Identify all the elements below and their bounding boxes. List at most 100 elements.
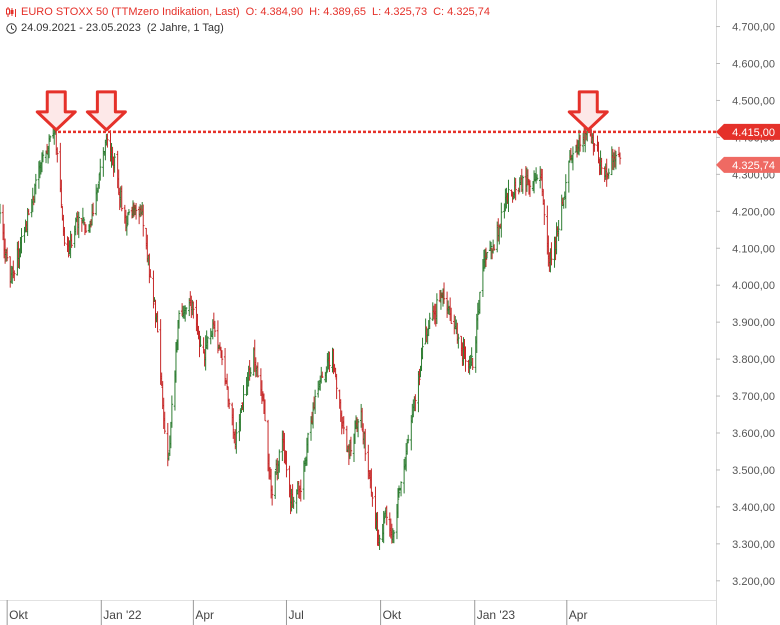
ohlc-bar: [84, 224, 88, 234]
y-tick-label: 3.300,00: [732, 539, 775, 551]
ohlc-bar: [349, 436, 353, 457]
ohlc-bar: [27, 208, 30, 216]
last-price-label: 4.325,74: [716, 156, 780, 173]
last-price-label-bg: [716, 156, 780, 173]
ohlc-bar: [435, 293, 439, 324]
ohlc-bar: [99, 158, 102, 181]
ohlc-bar: [192, 301, 195, 319]
ohlc-bar: [256, 362, 260, 378]
clock-icon: [6, 22, 17, 34]
ohlc-bar: [514, 178, 517, 201]
ohlc-bar: [77, 211, 80, 239]
ohlc-bar: [442, 282, 446, 304]
high-value: H: 4.389,65: [309, 6, 367, 18]
ohlc-bar: [428, 312, 431, 330]
ohlc-bar: [464, 346, 467, 372]
low-value: L: 4.325,73: [372, 6, 428, 18]
ohlc-bar: [597, 141, 600, 164]
ohlc-bar: [223, 348, 227, 386]
ohlc-bar: [321, 371, 324, 378]
instrument-name: EURO STOXX 50 (TTMzero Indikation, Last): [21, 6, 240, 18]
ohlc-bar: [489, 241, 493, 260]
x-tick-label: Jan '22: [103, 608, 142, 622]
ohlc-bar: [311, 402, 315, 429]
ohlc-bar: [313, 389, 317, 415]
y-tick-label: 4.000,00: [732, 280, 775, 292]
ohlc-bar: [371, 491, 374, 507]
ohlc-bar: [397, 485, 401, 498]
ohlc-bar: [607, 168, 610, 179]
ohlc-bar: [484, 247, 488, 267]
ohlc-bar: [593, 143, 596, 152]
instrument-header: EURO STOXX 50 (TTMzero Indikation, Last)…: [6, 6, 490, 18]
ohlc-bar: [63, 226, 66, 246]
ohlc-bar: [421, 337, 424, 360]
ohlc-bar: [82, 217, 86, 226]
y-tick-label: 4.200,00: [732, 206, 775, 218]
ohlc-bar: [152, 270, 155, 309]
ohlc-bar: [342, 416, 345, 435]
period-label: (2 Jahre, 1 Tag): [146, 22, 224, 34]
ohlc-bar: [562, 197, 565, 209]
ohlc-bar: [0, 203, 2, 224]
ohlc-bar: [507, 179, 510, 213]
ohlc-bar: [142, 204, 145, 237]
down-arrow-icon: [567, 90, 609, 132]
y-tick-label: 4.100,00: [732, 243, 775, 255]
ohlc-bar: [48, 135, 52, 142]
ohlc-bar: [567, 160, 571, 193]
ohlc-bar: [206, 336, 209, 350]
resistance-price-label-bg: [716, 123, 780, 140]
ohlc-bar: [60, 179, 63, 209]
down-arrow-icon: [35, 90, 77, 132]
ohlc-bar: [235, 422, 238, 454]
ohlc-bar: [332, 348, 335, 375]
ohlc-bar: [392, 530, 396, 544]
chart-overlays: 4.415,00 4.325,74: [35, 90, 780, 173]
ohlc-bar: [578, 134, 582, 152]
ohlc-bar: [618, 152, 622, 165]
ohlc-bar: [500, 202, 503, 238]
ohlc-bar: [396, 488, 400, 519]
ohlc-bar: [5, 247, 9, 262]
ohlc-bar: [91, 202, 95, 217]
ohlc-bar: [70, 233, 73, 248]
y-tick-label: 3.800,00: [732, 354, 775, 366]
last-price-label-text: 4.325,74: [732, 160, 775, 172]
ohlc-bar: [528, 180, 532, 197]
x-tick-label: Okt: [383, 608, 402, 622]
ohlc-bar: [478, 291, 482, 314]
ohlc-bar: [470, 347, 473, 367]
ohlc-bar: [242, 385, 245, 413]
resistance-price-label: 4.415,00: [716, 123, 780, 140]
ohlc-bar: [503, 203, 506, 219]
ohlc-bar: [113, 153, 116, 173]
ohlc-bar: [378, 534, 381, 550]
ohlc-bar: [249, 367, 252, 377]
ohlc-bar: [535, 174, 539, 181]
ohlc-bar: [134, 202, 138, 220]
ohlc-bar: [325, 366, 328, 383]
x-tick-label: Apr: [195, 608, 214, 622]
ohlc-bar: [407, 434, 410, 444]
ohlc-bar: [543, 199, 546, 225]
y-tick-label: 3.600,00: [732, 428, 775, 440]
y-tick-label: 3.900,00: [732, 317, 775, 329]
down-arrow-icon: [85, 90, 127, 132]
ohlc-bar: [13, 270, 16, 282]
ohlc-bar: [306, 432, 310, 453]
ohlc-bar: [335, 373, 338, 400]
ohlc-bar: [125, 215, 129, 236]
close-value: C: 4.325,74: [433, 6, 490, 18]
ohlc-bar: [263, 399, 267, 422]
ohlc-bar: [213, 320, 217, 337]
y-tick-label: 4.500,00: [732, 95, 775, 107]
ohlc-bar: [485, 252, 489, 259]
open-value: O: 4.384,90: [245, 6, 304, 18]
ohlc-bar: [557, 219, 560, 242]
resistance-price-label-text: 4.415,00: [732, 127, 775, 139]
x-tick-label: Jan '23: [477, 608, 516, 622]
ohlc-bar: [292, 496, 295, 509]
